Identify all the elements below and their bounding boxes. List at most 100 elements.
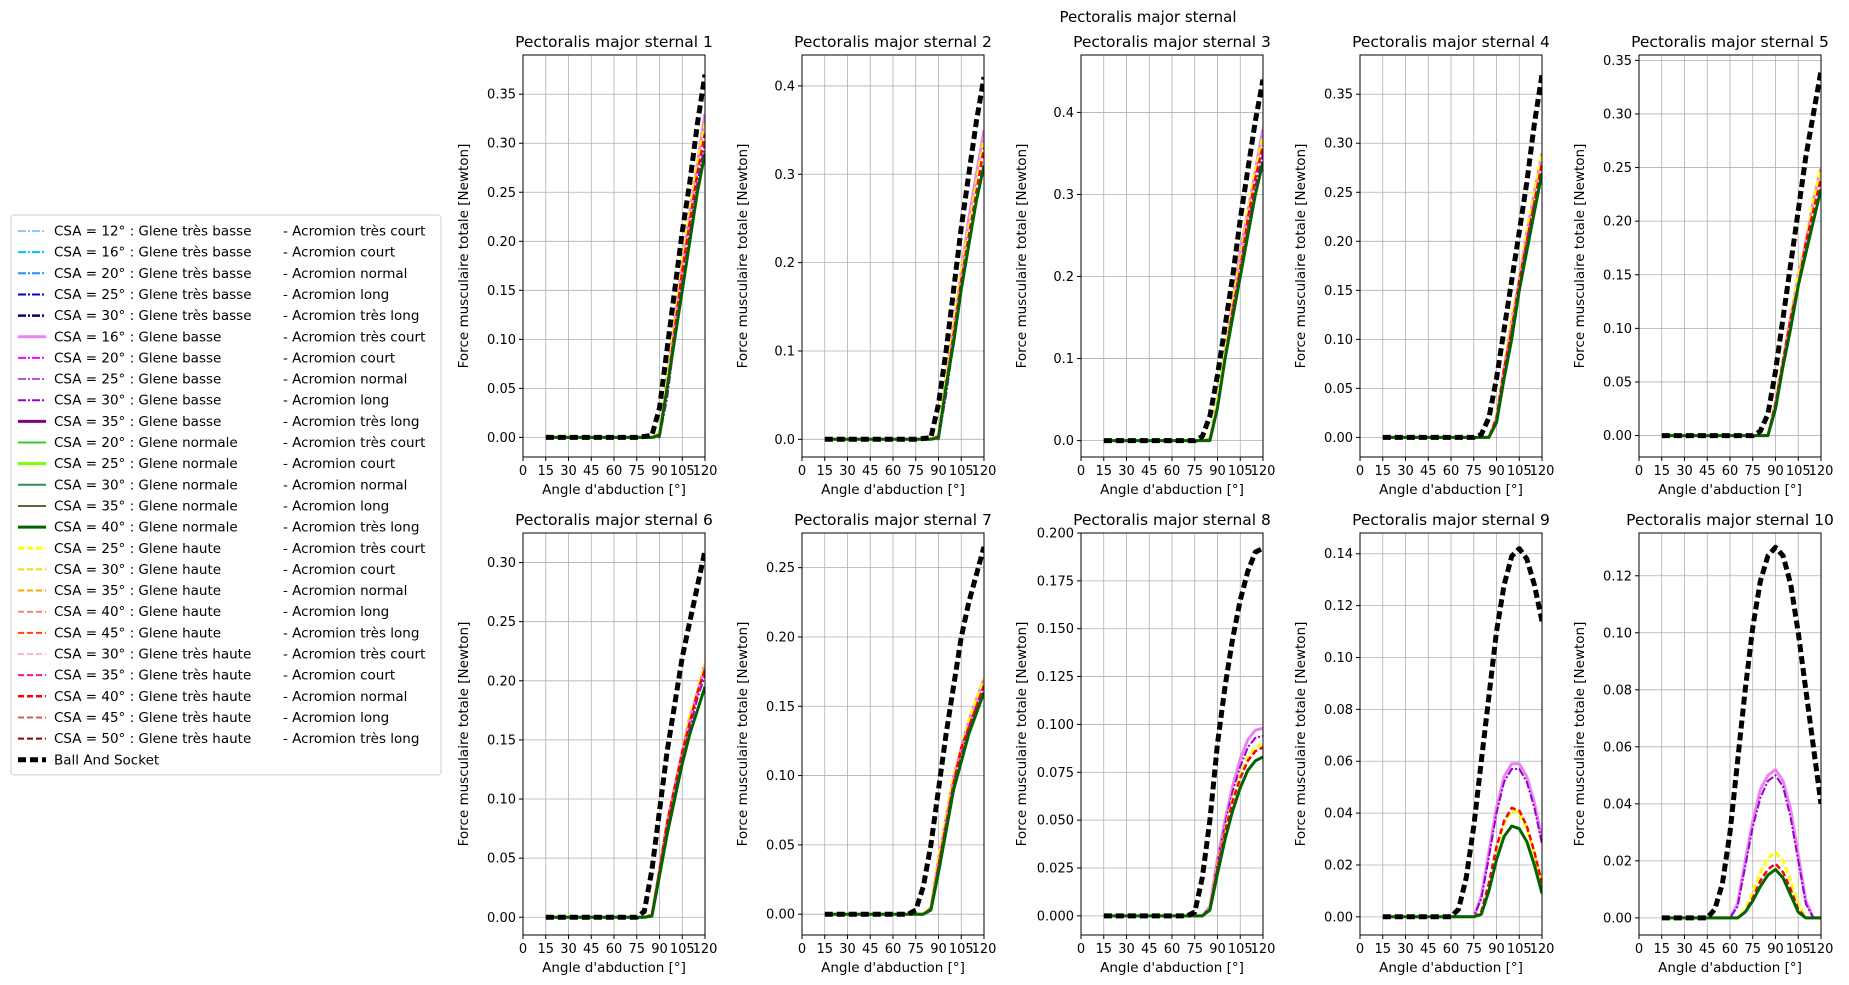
y-tick-label: 0.05 <box>766 838 795 853</box>
series-line <box>1382 74 1542 440</box>
x-tick-label: 60 <box>1164 464 1181 479</box>
legend-label: CSA = 35° : Glene basse <box>54 414 221 430</box>
x-axis-label: Angle d'abduction [°] <box>1658 482 1802 498</box>
y-tick-label: 0.35 <box>1324 88 1353 103</box>
series-line <box>1382 546 1542 920</box>
x-tick-label: 0 <box>1635 942 1643 957</box>
y-tick-label: 0.04 <box>1603 797 1632 812</box>
x-tick-label: 45 <box>1141 942 1158 957</box>
subplot-title: Pectoralis major sternal 2 <box>794 33 992 51</box>
y-tick-label: 0.1 <box>1053 352 1074 367</box>
x-tick-label: 120 <box>972 464 997 479</box>
legend-acromion-label: - Acromion très long <box>283 625 419 641</box>
y-tick-label: 0.050 <box>1037 814 1074 829</box>
series-line <box>824 76 984 442</box>
series-line <box>824 685 984 916</box>
legend: CSA = 12° : Glene très basse - Acromion t… <box>10 214 442 776</box>
series-line <box>1103 546 1263 919</box>
x-tick-label: 90 <box>1767 942 1784 957</box>
x-tick-label: 15 <box>1653 464 1670 479</box>
x-tick-label: 105 <box>1228 464 1253 479</box>
x-tick-label: 120 <box>1530 464 1555 479</box>
series-line <box>824 678 984 916</box>
x-tick-label: 60 <box>1722 942 1739 957</box>
legend-entry: CSA = 40° : Glene haute - Acromion long <box>18 604 389 620</box>
legend-entry: CSA = 45° : Glene très haute - Acromion l… <box>18 710 389 726</box>
x-tick-label: 0 <box>1356 942 1364 957</box>
legend-entry: CSA = 25° : Glene très basse - Acromion l… <box>18 287 389 303</box>
y-axis-label: Force musculaire totale [Newton] <box>1293 144 1309 369</box>
legend-acromion-label: - Acromion normal <box>283 372 407 388</box>
y-tick-label: 0.25 <box>766 561 795 576</box>
y-tick-label: 0.06 <box>1324 755 1353 770</box>
x-tick-label: 0 <box>1356 464 1364 479</box>
y-tick-label: 0.15 <box>487 733 516 748</box>
legend-entry: CSA = 40° : Glene normale - Acromion très… <box>18 520 419 536</box>
legend-entry: CSA = 30° : Glene haute - Acromion court <box>18 562 395 578</box>
y-tick-label: 0.12 <box>1603 569 1632 584</box>
x-axis-label: Angle d'abduction [°] <box>821 960 965 976</box>
series-line <box>1103 742 1263 918</box>
y-tick-label: 0.02 <box>1324 858 1353 873</box>
series-line <box>824 129 984 441</box>
x-axis-label: Angle d'abduction [°] <box>542 960 686 976</box>
legend-acromion-label: - Acromion normal <box>283 689 407 705</box>
y-tick-label: 0.30 <box>487 556 516 571</box>
subplot-title: Pectoralis major sternal 8 <box>1073 511 1271 529</box>
x-tick-label: 75 <box>1465 464 1482 479</box>
y-tick-label: 0.150 <box>1037 622 1074 637</box>
legend-label: Ball And Socket <box>54 752 159 768</box>
x-tick-label: 90 <box>651 464 668 479</box>
legend-label: CSA = 25° : Glene très basse <box>54 287 252 303</box>
x-tick-label: 105 <box>949 464 974 479</box>
y-tick-label: 0.08 <box>1324 703 1353 718</box>
legend-acromion-label: - Acromion très long <box>283 414 419 430</box>
series-line <box>824 685 984 916</box>
legend-label: CSA = 16° : Glene très basse <box>54 245 252 261</box>
series-line <box>1382 824 1542 919</box>
x-tick-label: 120 <box>693 942 718 957</box>
x-tick-label: 30 <box>1397 942 1414 957</box>
y-axis-label: Force musculaire totale [Newton] <box>1014 144 1030 369</box>
x-tick-label: 90 <box>651 942 668 957</box>
x-tick-label: 60 <box>606 942 623 957</box>
x-tick-label: 15 <box>1653 942 1670 957</box>
figure-suptitle: Pectoralis major sternal <box>1059 8 1236 26</box>
y-tick-label: 0.30 <box>487 137 516 152</box>
x-tick-label: 15 <box>1374 942 1391 957</box>
y-tick-label: 0.10 <box>487 333 516 348</box>
series-line <box>1661 862 1821 920</box>
series-line <box>824 691 984 916</box>
x-tick-label: 30 <box>839 464 856 479</box>
legend-label: CSA = 50° : Glene très haute <box>54 731 251 747</box>
series-line <box>1382 172 1542 439</box>
legend-label: CSA = 25° : Glene haute <box>54 541 221 557</box>
x-tick-label: 105 <box>670 464 695 479</box>
y-tick-label: 0.4 <box>774 79 795 94</box>
legend-acromion-label: - Acromion très court <box>283 329 425 345</box>
series-line <box>1103 161 1263 443</box>
x-tick-label: 15 <box>816 464 833 479</box>
x-tick-label: 120 <box>1809 464 1834 479</box>
x-tick-label: 90 <box>1488 942 1505 957</box>
y-tick-label: 0.20 <box>766 630 795 645</box>
legend-entry: CSA = 30° : Glene très basse - Acromion t… <box>18 308 419 324</box>
legend-label: CSA = 20° : Glene basse <box>54 350 221 366</box>
series-line <box>824 546 984 917</box>
series-line <box>1661 867 1821 920</box>
series-line <box>1661 850 1821 920</box>
legend-acromion-label: - Acromion très court <box>283 541 425 557</box>
y-tick-label: 0.175 <box>1037 574 1074 589</box>
x-axis-label: Angle d'abduction [°] <box>821 482 965 498</box>
y-axis-label: Force musculaire totale [Newton] <box>456 144 472 369</box>
subplot-title: Pectoralis major sternal 10 <box>1626 511 1834 529</box>
subplot-grid: 0 15 30 45 60 75 90 1051200.000.050.100.150.200… <box>456 33 1834 976</box>
y-tick-label: 0.00 <box>1324 431 1353 446</box>
legend-acromion-label: - Acromion normal <box>283 477 407 493</box>
series-line <box>545 74 705 440</box>
y-tick-label: 0.0 <box>1053 434 1074 449</box>
y-tick-label: 0.00 <box>766 908 795 923</box>
